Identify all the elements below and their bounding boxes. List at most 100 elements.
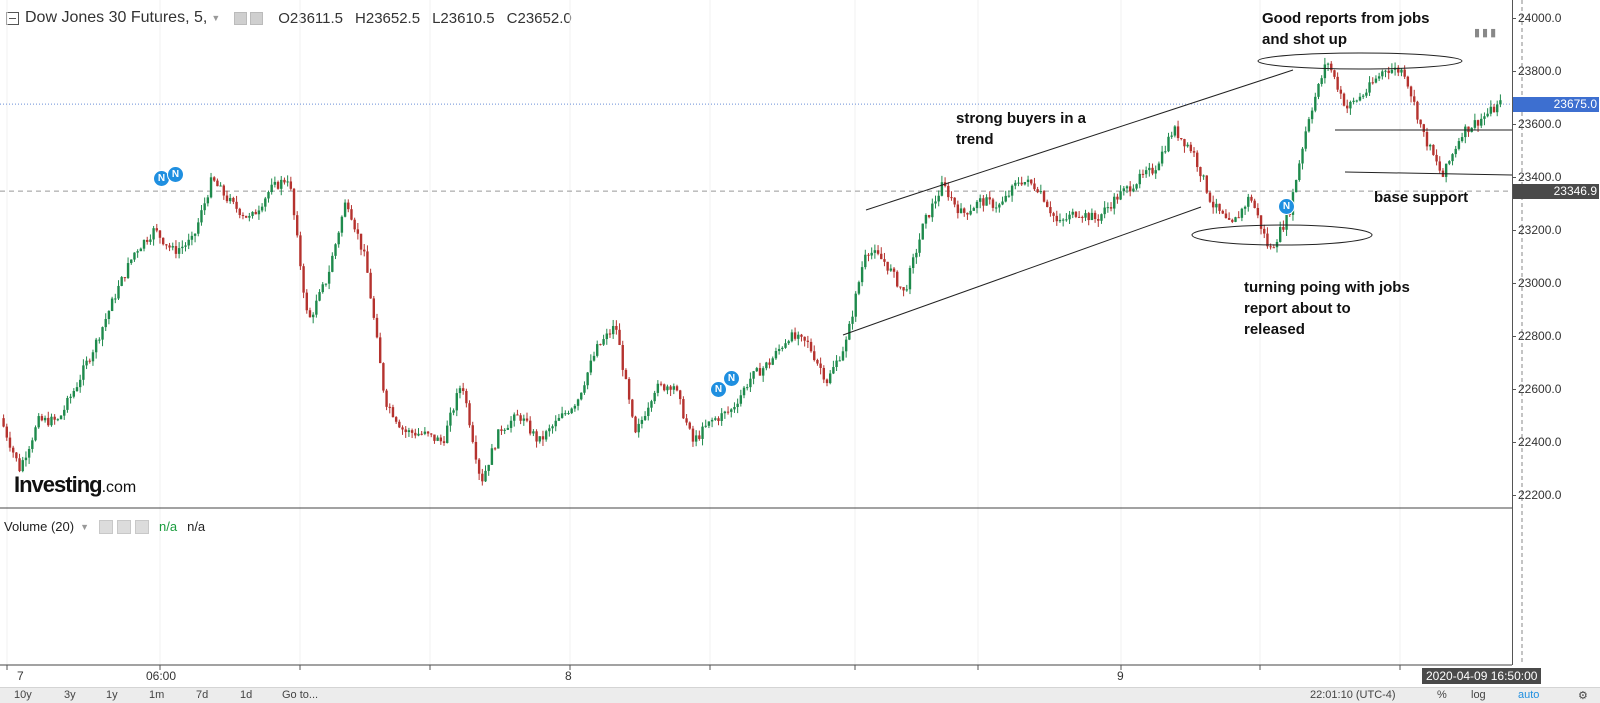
logo-brand: Investing: [14, 472, 103, 497]
price-tick-label: 23400.0: [1518, 170, 1562, 184]
candle-body: [1259, 215, 1263, 229]
candle-body: [1116, 196, 1119, 200]
gear-icon[interactable]: ⚙: [1578, 690, 1588, 702]
candle-body: [321, 284, 324, 293]
candle-body: [1247, 196, 1250, 207]
percent-toggle[interactable]: %: [1437, 689, 1447, 701]
candle-body: [1049, 206, 1052, 214]
ohlc-low: L23610.5: [432, 9, 495, 27]
settings-icon[interactable]: [250, 11, 264, 25]
candle-body: [1068, 214, 1071, 220]
visibility-icon[interactable]: [234, 11, 248, 25]
news-marker[interactable]: N: [167, 166, 184, 183]
candle-body: [1215, 203, 1218, 208]
volume-title[interactable]: Volume (20): [4, 519, 75, 534]
candle-body: [484, 470, 487, 482]
candle-body: [94, 339, 98, 353]
collapse-icon[interactable]: [6, 11, 19, 25]
candle-body: [969, 210, 972, 215]
price-axis[interactable]: [1512, 0, 1600, 665]
range-button-1d[interactable]: 1d: [240, 689, 253, 701]
candle-body: [433, 434, 436, 441]
candle-body: [1435, 154, 1438, 162]
chevron-down-icon[interactable]: ▼: [211, 13, 221, 23]
chevron-down-icon[interactable]: ▼: [80, 521, 90, 532]
candle-body: [257, 210, 261, 215]
candle-body: [1441, 170, 1445, 177]
news-marker[interactable]: N: [723, 370, 740, 387]
candle-body: [1122, 188, 1126, 192]
range-button-10y[interactable]: 10y: [14, 689, 32, 701]
candle-body: [1128, 186, 1132, 192]
candle-body: [1425, 132, 1429, 147]
close-icon[interactable]: [135, 519, 150, 534]
candle-body: [710, 419, 714, 422]
candle-body: [1199, 167, 1202, 177]
candle-body: [631, 399, 634, 417]
candle-body: [1125, 186, 1129, 189]
candle-body: [248, 215, 251, 218]
candle-body: [449, 412, 452, 426]
candle-body: [146, 239, 149, 242]
candle-body: [356, 229, 360, 234]
candle-body: [1135, 184, 1138, 189]
candle-body: [1349, 101, 1352, 109]
candle-body: [768, 362, 771, 365]
candle-body: [822, 367, 826, 380]
candle-body: [809, 341, 813, 352]
candle-body: [975, 201, 979, 209]
candle-body: [1428, 144, 1432, 147]
candle-body: [535, 431, 538, 442]
settings-icon[interactable]: [117, 519, 132, 534]
candle-body: [426, 431, 430, 434]
ohlc-close: C23652.0: [506, 9, 572, 27]
candle-body: [1496, 104, 1499, 113]
candle-body: [742, 387, 746, 396]
candle-body: [886, 261, 889, 271]
goto-button[interactable]: Go to...: [282, 689, 319, 701]
candle-body: [1470, 127, 1473, 133]
candle-body: [1052, 213, 1055, 216]
news-marker[interactable]: N: [710, 381, 727, 398]
time-label: 06:00: [146, 669, 177, 683]
candle-body: [430, 433, 433, 435]
candle-body: [142, 239, 146, 249]
candle-body: [1065, 219, 1068, 221]
candle-body: [509, 420, 513, 428]
candle-body: [446, 425, 449, 443]
candle-body: [1451, 154, 1454, 162]
log-toggle[interactable]: log: [1471, 689, 1486, 701]
candle-body: [544, 431, 548, 440]
candle-body: [213, 177, 216, 181]
pane-controls-icon[interactable]: ▮▮▮: [1474, 27, 1499, 39]
price-tick-mark: [1512, 283, 1516, 284]
candle-body: [608, 333, 612, 335]
candle-body: [682, 399, 685, 419]
candle-body: [573, 405, 577, 409]
candle-body: [366, 251, 369, 273]
news-marker[interactable]: N: [1278, 198, 1295, 215]
candle-body: [1346, 105, 1349, 109]
candle-body: [1138, 173, 1141, 185]
candle-body: [1055, 215, 1058, 222]
candle-body: [570, 408, 573, 414]
range-button-1y[interactable]: 1y: [106, 689, 118, 701]
candle-body: [669, 386, 672, 390]
candle-body: [47, 417, 50, 426]
auto-toggle[interactable]: auto: [1518, 689, 1540, 701]
range-button-1m[interactable]: 1m: [149, 689, 165, 701]
candle-body: [605, 333, 608, 340]
candle-body: [1183, 139, 1186, 147]
candle-body: [787, 341, 790, 344]
candle-body: [1208, 192, 1212, 202]
candle-body: [1256, 207, 1260, 216]
candle-body: [749, 378, 752, 388]
candle-body: [260, 206, 264, 211]
candle-body: [27, 448, 31, 458]
candle-body: [624, 369, 628, 380]
range-button-7d[interactable]: 7d: [196, 689, 209, 701]
visibility-icon[interactable]: [99, 519, 114, 534]
range-button-3y[interactable]: 3y: [64, 689, 76, 701]
symbol-title[interactable]: Dow Jones 30 Futures, 5,: [25, 9, 208, 26]
